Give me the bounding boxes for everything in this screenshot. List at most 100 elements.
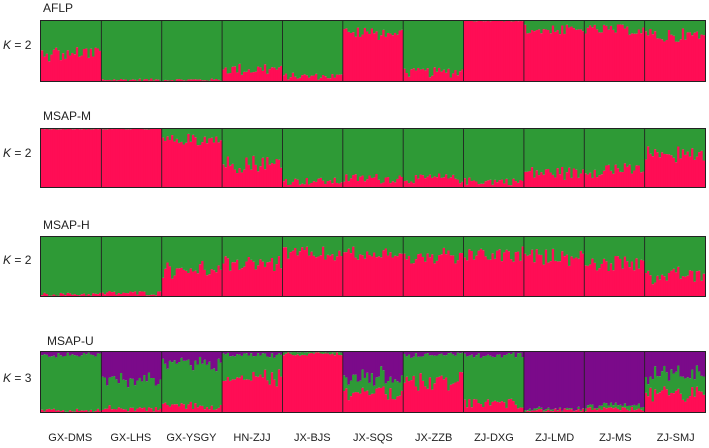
membership-bar-red: [496, 401, 499, 412]
membership-bar-red: [626, 261, 629, 296]
membership-bar-red: [78, 56, 82, 81]
membership-bar-green: [623, 21, 627, 29]
membership-bar-green: [59, 355, 63, 412]
membership-bar-green: [700, 375, 704, 392]
membership-bar-green: [507, 237, 511, 252]
membership-bar-green: [672, 373, 676, 394]
membership-bar-green: [356, 21, 360, 28]
membership-bar-green: [354, 237, 358, 258]
membership-bar-green: [340, 129, 344, 183]
membership-bar-green: [584, 21, 588, 34]
membership-bar-red: [73, 54, 77, 81]
membership-bar-green: [398, 382, 402, 396]
membership-bar-purple: [630, 352, 634, 406]
membership-bar-green: [635, 405, 639, 410]
membership-bar-green: [66, 237, 70, 293]
membership-bar-green: [449, 237, 453, 256]
membership-bar-green: [505, 354, 509, 408]
membership-bar-green: [180, 21, 184, 80]
membership-bar-purple: [400, 352, 404, 376]
membership-bar-purple: [247, 352, 251, 356]
membership-bar-red: [607, 29, 611, 81]
membership-bar-red: [570, 409, 574, 412]
membership-bar-red: [702, 35, 705, 81]
membership-bar-red: [61, 53, 65, 81]
membership-bar-red: [600, 409, 604, 412]
membership-bar-red: [175, 404, 179, 412]
membership-bar-red: [602, 258, 606, 296]
membership-bar-red: [352, 175, 356, 187]
membership-bar-green: [421, 21, 425, 69]
membership-bar-red: [252, 155, 256, 187]
membership-bar-red: [328, 78, 332, 81]
membership-bar-green: [433, 129, 437, 177]
membership-bar-green: [222, 353, 226, 382]
membership-bar-green: [512, 237, 516, 262]
membership-bar-green: [370, 129, 374, 178]
membership-bar-green: [161, 129, 165, 138]
membership-bar-green: [124, 380, 128, 410]
membership-bar-red: [493, 258, 497, 296]
membership-bar-green: [129, 378, 133, 408]
membership-bar-red: [572, 28, 576, 81]
membership-bar-green: [463, 237, 467, 258]
membership-bar-red: [656, 38, 660, 81]
membership-bar-green: [440, 237, 444, 255]
membership-bar-purple: [96, 352, 100, 354]
membership-bar-red: [171, 278, 174, 296]
membership-bar-red: [59, 292, 63, 296]
membership-bar-red: [414, 175, 418, 187]
membership-bar-green: [438, 129, 441, 174]
membership-bar-red: [461, 69, 465, 81]
membership-bar-red: [112, 79, 116, 81]
membership-bar-red: [277, 159, 281, 187]
membership-bar-red: [131, 407, 135, 412]
membership-bar-red: [595, 270, 599, 296]
membership-bar-green: [124, 237, 128, 294]
membership-bar-green: [500, 357, 504, 402]
membership-bar-green: [458, 129, 462, 184]
membership-bar-green: [143, 375, 147, 408]
membership-bar-red: [472, 21, 476, 81]
membership-bar-green: [688, 129, 692, 157]
membership-bar-green: [68, 237, 72, 294]
membership-bar-green: [440, 129, 444, 178]
membership-bar-red: [628, 410, 632, 412]
membership-bar-red: [268, 261, 272, 296]
membership-bar-green: [549, 129, 553, 173]
membership-bar-green: [282, 352, 286, 356]
membership-bar-green: [219, 237, 223, 270]
membership-bar-red: [196, 145, 200, 187]
membership-bar-green: [695, 129, 699, 157]
membership-bar-green: [68, 21, 72, 56]
membership-bar-red: [131, 129, 135, 187]
membership-bar-green: [119, 21, 123, 80]
membership-bar-red: [542, 174, 546, 187]
membership-bar-red: [161, 137, 165, 187]
membership-bar-green: [314, 237, 318, 258]
membership-bar-green: [414, 237, 418, 260]
membership-bar-green: [342, 21, 346, 30]
membership-bar-red: [45, 294, 49, 296]
membership-bar-red: [419, 373, 423, 412]
membership-bar-red: [472, 180, 476, 187]
membership-bar-green: [663, 129, 667, 154]
membership-bar-green: [219, 362, 223, 405]
k-label-aflp: K = 2: [3, 38, 31, 52]
membership-bar-green: [71, 21, 75, 53]
membership-bar-red: [143, 79, 147, 81]
membership-bar-green: [303, 129, 307, 185]
membership-bar-red: [433, 383, 437, 412]
membership-bar-green: [164, 129, 167, 141]
membership-bar-red: [598, 32, 602, 81]
membership-bar-purple: [131, 352, 135, 379]
membership-bar-green: [451, 354, 455, 384]
membership-bar-green: [598, 21, 602, 33]
membership-bar-red: [498, 21, 502, 81]
membership-bar-red: [637, 268, 641, 296]
membership-bar-purple: [277, 352, 281, 354]
membership-bar-purple: [656, 352, 660, 377]
membership-bar-red: [672, 35, 676, 81]
membership-bar-green: [463, 129, 467, 179]
membership-bar-red: [175, 79, 179, 81]
